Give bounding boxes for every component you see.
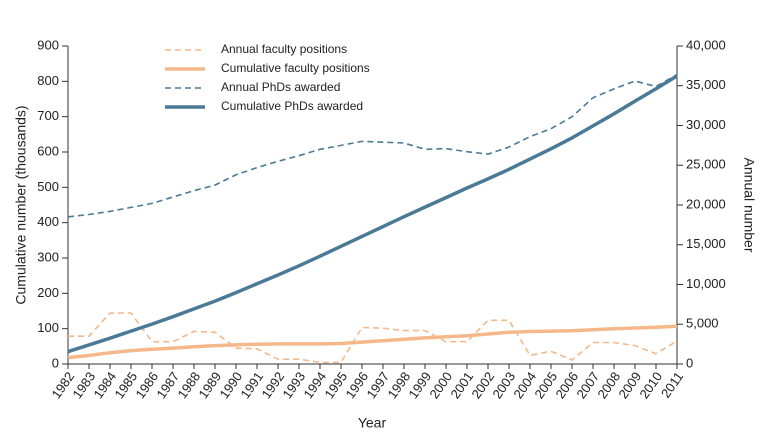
y2-tick-label: 40,000 <box>686 37 726 52</box>
x-tick-label: 2004 <box>510 369 539 401</box>
x-tick-label: 2002 <box>468 369 497 401</box>
x-tick-label: 1995 <box>321 369 350 401</box>
y2-axis-label: Annual number <box>741 158 757 253</box>
x-axis-label: Year <box>358 415 387 431</box>
y-tick-label: 800 <box>37 73 59 88</box>
x-tick-label: 1988 <box>174 369 203 401</box>
y-tick-label: 100 <box>37 320 59 335</box>
x-tick-label: 2006 <box>552 369 581 401</box>
x-tick-label: 1996 <box>342 369 371 401</box>
x-tick-label: 1986 <box>132 369 161 401</box>
y-tick-label: 500 <box>37 179 59 194</box>
x-tick-label: 1985 <box>111 369 140 401</box>
x-tick-label: 1984 <box>90 369 119 401</box>
y-tick-label: 200 <box>37 285 59 300</box>
x-tick-label: 1998 <box>384 369 413 401</box>
x-tick-label: 2000 <box>426 369 455 401</box>
y2-tick-label: 15,000 <box>686 236 726 251</box>
x-tick-label: 1989 <box>195 369 224 401</box>
line-series <box>67 73 678 218</box>
y-tick-label: 400 <box>37 214 59 229</box>
y-tick-label: 900 <box>37 37 59 52</box>
y2-tick-label: 10,000 <box>686 276 726 291</box>
x-tick-label: 2011 <box>658 369 686 401</box>
x-tick-label: 1993 <box>279 369 308 401</box>
y2-tick-label: 35,000 <box>686 77 726 92</box>
x-tick-label: 2007 <box>573 369 602 401</box>
x-tick-label: 2009 <box>615 369 644 401</box>
y-tick-label: 700 <box>37 108 59 123</box>
y2-tick-label: 30,000 <box>686 117 726 132</box>
y-axis-label: Cumulative number (thousands) <box>13 105 29 304</box>
x-tick-label: 2008 <box>594 369 623 401</box>
x-tick-label: 2001 <box>447 369 476 401</box>
legend-label: Cumulative PhDs awarded <box>221 99 363 113</box>
legend-label: Annual PhDs awarded <box>221 80 340 94</box>
x-tick-label: 1991 <box>237 369 266 401</box>
x-tick-label: 1999 <box>405 369 434 401</box>
x-tick-label: 1992 <box>258 369 287 401</box>
y2-tick-label: 20,000 <box>686 196 726 211</box>
legend-label: Annual faculty positions <box>221 42 347 56</box>
x-tick-label: 1982 <box>48 369 77 401</box>
x-tick-label: 2003 <box>489 369 518 401</box>
y2-tick-label: 25,000 <box>686 157 726 172</box>
x-tick-label: 1997 <box>363 369 392 401</box>
line-series <box>67 324 678 360</box>
x-tick-label: 2005 <box>531 369 560 401</box>
x-tick-label: 1990 <box>216 369 245 401</box>
x-tick-label: 1987 <box>153 369 182 401</box>
legend-label: Cumulative faculty positions <box>221 61 370 75</box>
y2-tick-label: 5,000 <box>686 316 719 331</box>
x-tick-label: 1983 <box>69 369 98 401</box>
y-tick-label: 0 <box>52 355 59 370</box>
y-tick-label: 300 <box>37 249 59 264</box>
y-tick-label: 600 <box>37 143 59 158</box>
x-tick-label: 1994 <box>300 369 329 401</box>
line-series <box>67 74 678 354</box>
y2-tick-label: 0 <box>686 355 693 370</box>
x-tick-label: 2010 <box>636 369 665 401</box>
